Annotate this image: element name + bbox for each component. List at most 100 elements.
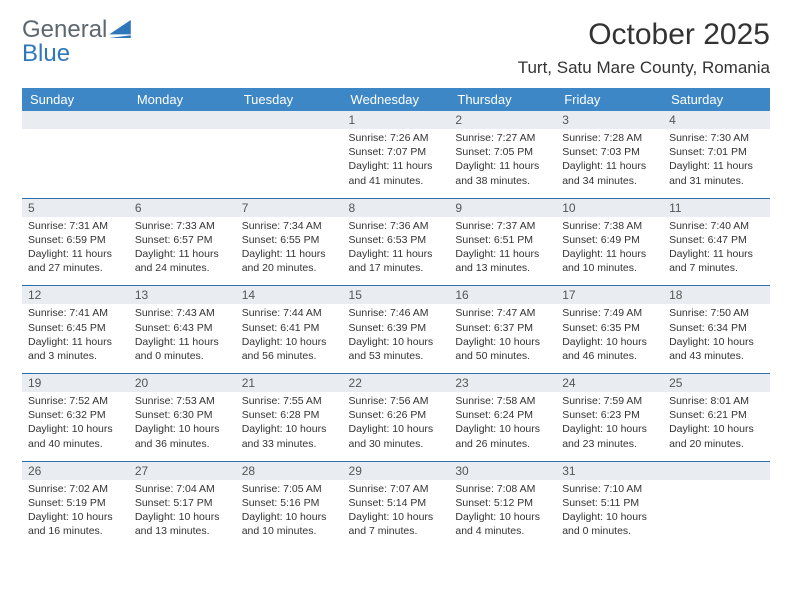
day-details: Sunrise: 7:30 AMSunset: 7:01 PMDaylight:…: [669, 131, 764, 188]
day-details: Sunrise: 7:49 AMSunset: 6:35 PMDaylight:…: [562, 306, 657, 363]
day-number-cell: 17: [556, 286, 663, 305]
day-data-cell: Sunrise: 7:37 AMSunset: 6:51 PMDaylight:…: [449, 217, 556, 286]
location-label: Turt, Satu Mare County, Romania: [518, 58, 770, 78]
day-number-cell: 31: [556, 461, 663, 480]
day-number-cell: 28: [236, 461, 343, 480]
weekday-header: Sunday: [22, 88, 129, 111]
day-data-cell: Sunrise: 8:01 AMSunset: 6:21 PMDaylight:…: [663, 392, 770, 461]
day-details: Sunrise: 7:08 AMSunset: 5:12 PMDaylight:…: [455, 482, 550, 539]
day-details: Sunrise: 7:40 AMSunset: 6:47 PMDaylight:…: [669, 219, 764, 276]
week-number-row: 1234: [22, 111, 770, 129]
day-number-cell: 19: [22, 374, 129, 393]
weekday-header: Monday: [129, 88, 236, 111]
week-number-row: 262728293031: [22, 461, 770, 480]
day-details: Sunrise: 7:27 AMSunset: 7:05 PMDaylight:…: [455, 131, 550, 188]
day-details: Sunrise: 7:02 AMSunset: 5:19 PMDaylight:…: [28, 482, 123, 539]
day-data-cell: Sunrise: 7:47 AMSunset: 6:37 PMDaylight:…: [449, 304, 556, 373]
day-data-cell: [236, 129, 343, 198]
day-details: Sunrise: 7:33 AMSunset: 6:57 PMDaylight:…: [135, 219, 230, 276]
day-number-cell: 14: [236, 286, 343, 305]
brand-logo: General Blue: [22, 18, 131, 66]
day-data-cell: Sunrise: 7:30 AMSunset: 7:01 PMDaylight:…: [663, 129, 770, 198]
week-number-row: 567891011: [22, 198, 770, 217]
day-number-cell: 15: [343, 286, 450, 305]
day-number-cell: [129, 111, 236, 129]
day-details: Sunrise: 7:55 AMSunset: 6:28 PMDaylight:…: [242, 394, 337, 451]
week-data-row: Sunrise: 7:31 AMSunset: 6:59 PMDaylight:…: [22, 217, 770, 286]
day-number-cell: 8: [343, 198, 450, 217]
day-data-cell: Sunrise: 7:49 AMSunset: 6:35 PMDaylight:…: [556, 304, 663, 373]
header: General Blue October 2025 Turt, Satu Mar…: [22, 18, 770, 78]
day-number-cell: 20: [129, 374, 236, 393]
day-data-cell: Sunrise: 7:44 AMSunset: 6:41 PMDaylight:…: [236, 304, 343, 373]
title-block: October 2025 Turt, Satu Mare County, Rom…: [518, 18, 770, 78]
weekday-header: Wednesday: [343, 88, 450, 111]
day-details: Sunrise: 7:46 AMSunset: 6:39 PMDaylight:…: [349, 306, 444, 363]
day-data-cell: Sunrise: 7:26 AMSunset: 7:07 PMDaylight:…: [343, 129, 450, 198]
day-data-cell: Sunrise: 7:27 AMSunset: 7:05 PMDaylight:…: [449, 129, 556, 198]
weekday-header: Tuesday: [236, 88, 343, 111]
brand-triangle-icon: [109, 20, 131, 38]
day-number-cell: 16: [449, 286, 556, 305]
day-details: Sunrise: 7:52 AMSunset: 6:32 PMDaylight:…: [28, 394, 123, 451]
day-number-cell: 30: [449, 461, 556, 480]
day-data-cell: Sunrise: 7:46 AMSunset: 6:39 PMDaylight:…: [343, 304, 450, 373]
day-data-cell: Sunrise: 7:38 AMSunset: 6:49 PMDaylight:…: [556, 217, 663, 286]
day-data-cell: Sunrise: 7:41 AMSunset: 6:45 PMDaylight:…: [22, 304, 129, 373]
day-number-cell: 18: [663, 286, 770, 305]
day-data-cell: Sunrise: 7:10 AMSunset: 5:11 PMDaylight:…: [556, 480, 663, 549]
week-data-row: Sunrise: 7:41 AMSunset: 6:45 PMDaylight:…: [22, 304, 770, 373]
calendar-table: Sunday Monday Tuesday Wednesday Thursday…: [22, 88, 770, 548]
day-data-cell: Sunrise: 7:43 AMSunset: 6:43 PMDaylight:…: [129, 304, 236, 373]
day-data-cell: Sunrise: 7:31 AMSunset: 6:59 PMDaylight:…: [22, 217, 129, 286]
day-details: Sunrise: 7:26 AMSunset: 7:07 PMDaylight:…: [349, 131, 444, 188]
day-data-cell: Sunrise: 7:55 AMSunset: 6:28 PMDaylight:…: [236, 392, 343, 461]
day-data-cell: Sunrise: 7:28 AMSunset: 7:03 PMDaylight:…: [556, 129, 663, 198]
day-data-cell: Sunrise: 7:08 AMSunset: 5:12 PMDaylight:…: [449, 480, 556, 549]
week-number-row: 12131415161718: [22, 286, 770, 305]
day-details: Sunrise: 7:53 AMSunset: 6:30 PMDaylight:…: [135, 394, 230, 451]
day-data-cell: Sunrise: 7:52 AMSunset: 6:32 PMDaylight:…: [22, 392, 129, 461]
day-number-cell: 23: [449, 374, 556, 393]
day-data-cell: Sunrise: 7:02 AMSunset: 5:19 PMDaylight:…: [22, 480, 129, 549]
day-number-cell: 10: [556, 198, 663, 217]
day-details: Sunrise: 7:34 AMSunset: 6:55 PMDaylight:…: [242, 219, 337, 276]
day-number-cell: [22, 111, 129, 129]
day-number-cell: 2: [449, 111, 556, 129]
day-data-cell: Sunrise: 7:33 AMSunset: 6:57 PMDaylight:…: [129, 217, 236, 286]
brand-text: General Blue: [22, 18, 107, 66]
week-data-row: Sunrise: 7:02 AMSunset: 5:19 PMDaylight:…: [22, 480, 770, 549]
day-details: Sunrise: 7:31 AMSunset: 6:59 PMDaylight:…: [28, 219, 123, 276]
weekday-header: Thursday: [449, 88, 556, 111]
day-details: Sunrise: 7:38 AMSunset: 6:49 PMDaylight:…: [562, 219, 657, 276]
day-number-cell: 7: [236, 198, 343, 217]
day-number-cell: 4: [663, 111, 770, 129]
day-data-cell: Sunrise: 7:36 AMSunset: 6:53 PMDaylight:…: [343, 217, 450, 286]
day-data-cell: Sunrise: 7:53 AMSunset: 6:30 PMDaylight:…: [129, 392, 236, 461]
day-number-cell: 11: [663, 198, 770, 217]
day-details: Sunrise: 7:41 AMSunset: 6:45 PMDaylight:…: [28, 306, 123, 363]
brand-word-2: Blue: [22, 40, 70, 67]
day-number-cell: [236, 111, 343, 129]
weekday-header-row: Sunday Monday Tuesday Wednesday Thursday…: [22, 88, 770, 111]
day-number-cell: 25: [663, 374, 770, 393]
day-data-cell: Sunrise: 7:04 AMSunset: 5:17 PMDaylight:…: [129, 480, 236, 549]
day-number-cell: 22: [343, 374, 450, 393]
day-data-cell: Sunrise: 7:05 AMSunset: 5:16 PMDaylight:…: [236, 480, 343, 549]
day-number-cell: 6: [129, 198, 236, 217]
day-number-cell: 13: [129, 286, 236, 305]
day-number-cell: 1: [343, 111, 450, 129]
day-details: Sunrise: 7:59 AMSunset: 6:23 PMDaylight:…: [562, 394, 657, 451]
day-data-cell: Sunrise: 7:34 AMSunset: 6:55 PMDaylight:…: [236, 217, 343, 286]
day-number-cell: 27: [129, 461, 236, 480]
weekday-header: Saturday: [663, 88, 770, 111]
day-details: Sunrise: 7:10 AMSunset: 5:11 PMDaylight:…: [562, 482, 657, 539]
day-data-cell: [129, 129, 236, 198]
day-number-cell: 9: [449, 198, 556, 217]
day-details: Sunrise: 7:56 AMSunset: 6:26 PMDaylight:…: [349, 394, 444, 451]
day-data-cell: Sunrise: 7:07 AMSunset: 5:14 PMDaylight:…: [343, 480, 450, 549]
day-number-cell: 3: [556, 111, 663, 129]
day-data-cell: Sunrise: 7:58 AMSunset: 6:24 PMDaylight:…: [449, 392, 556, 461]
day-number-cell: 21: [236, 374, 343, 393]
day-details: Sunrise: 7:43 AMSunset: 6:43 PMDaylight:…: [135, 306, 230, 363]
